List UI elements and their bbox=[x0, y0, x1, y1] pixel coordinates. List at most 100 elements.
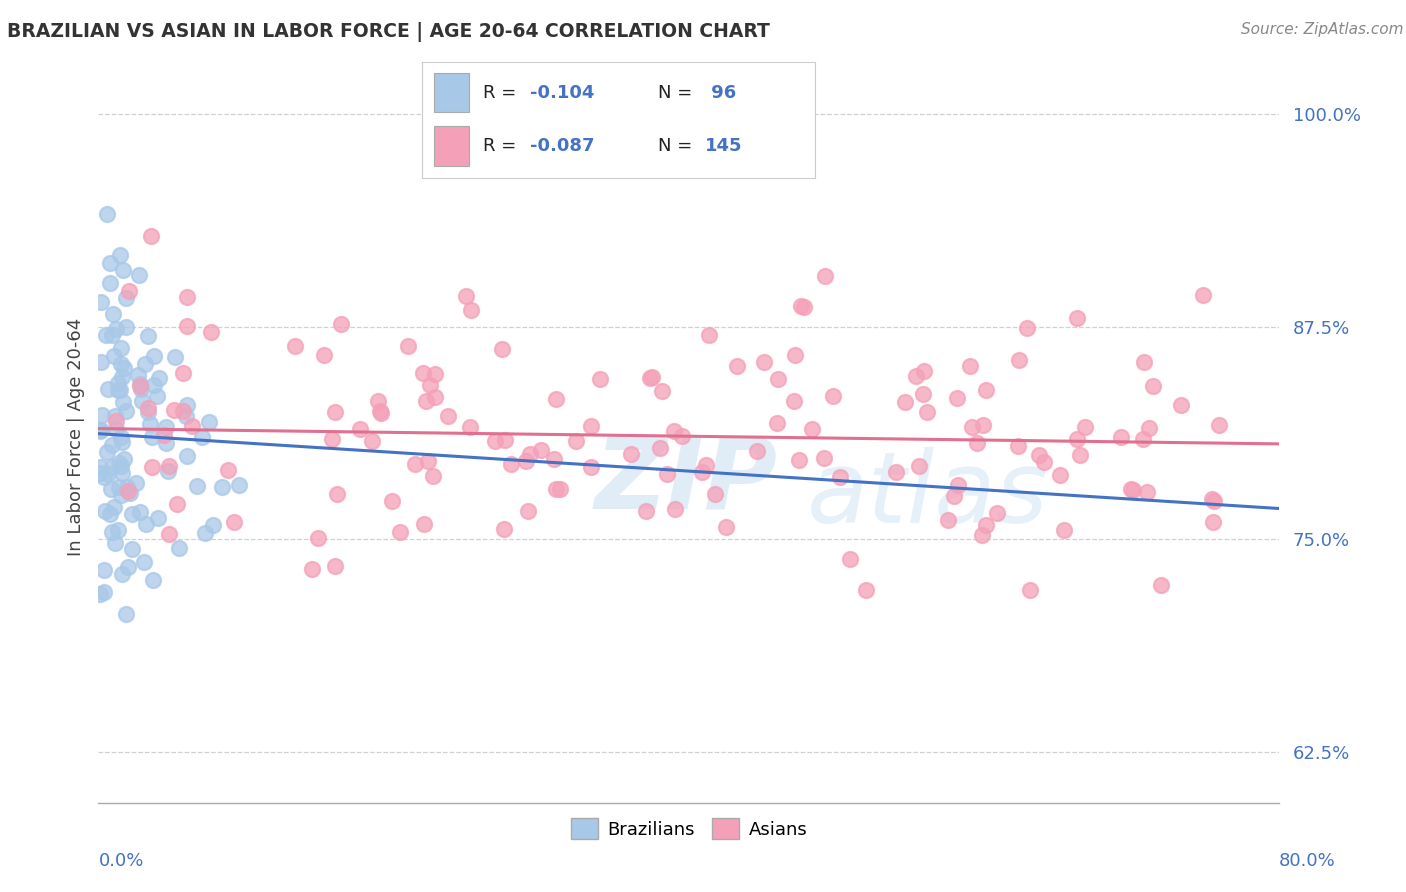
Legend: Brazilians, Asians: Brazilians, Asians bbox=[564, 811, 814, 847]
Point bbox=[515, 454, 537, 468]
Text: -0.087: -0.087 bbox=[530, 137, 595, 155]
Point bbox=[146, 389, 169, 403]
Point bbox=[938, 513, 960, 527]
Point bbox=[323, 558, 346, 573]
Point bbox=[972, 418, 994, 433]
Point bbox=[579, 419, 602, 434]
Point bbox=[828, 469, 851, 483]
Point bbox=[404, 457, 426, 471]
Point bbox=[793, 300, 815, 314]
Point bbox=[458, 420, 481, 434]
Point bbox=[1053, 523, 1076, 537]
Point bbox=[974, 517, 997, 532]
Point bbox=[492, 522, 515, 536]
Point bbox=[1019, 583, 1042, 598]
Point bbox=[790, 299, 813, 313]
Point bbox=[839, 552, 862, 566]
Point bbox=[1132, 355, 1154, 369]
Point bbox=[90, 355, 112, 369]
Point bbox=[589, 372, 612, 386]
Point bbox=[1170, 398, 1192, 412]
Point bbox=[765, 417, 787, 431]
Point bbox=[138, 417, 160, 431]
Point bbox=[491, 343, 513, 357]
Text: Source: ZipAtlas.com: Source: ZipAtlas.com bbox=[1240, 22, 1403, 37]
Point bbox=[200, 325, 222, 339]
Point bbox=[745, 444, 768, 458]
Point bbox=[915, 404, 938, 418]
Point bbox=[1121, 483, 1143, 497]
Point bbox=[361, 434, 384, 448]
Text: 96: 96 bbox=[706, 84, 737, 102]
Point bbox=[89, 466, 111, 480]
Point bbox=[111, 466, 134, 480]
Point bbox=[115, 607, 138, 621]
Point bbox=[202, 518, 225, 533]
Point bbox=[103, 500, 125, 514]
Bar bbox=[433, 73, 470, 112]
Point bbox=[381, 494, 404, 508]
Point bbox=[136, 401, 159, 416]
Point bbox=[544, 392, 567, 407]
Point bbox=[418, 453, 440, 467]
Point bbox=[1201, 492, 1223, 507]
Point bbox=[142, 573, 165, 587]
Point bbox=[97, 467, 120, 481]
Point bbox=[690, 465, 713, 479]
Point bbox=[959, 359, 981, 373]
Point bbox=[388, 525, 411, 540]
Point bbox=[530, 443, 553, 458]
Point bbox=[165, 351, 187, 365]
Point bbox=[90, 294, 112, 309]
Text: 0.0%: 0.0% bbox=[98, 852, 143, 870]
Text: N =: N = bbox=[658, 84, 697, 102]
Point bbox=[703, 487, 725, 501]
Point bbox=[121, 507, 143, 521]
Point bbox=[565, 434, 588, 448]
Point bbox=[104, 322, 127, 336]
Point bbox=[101, 524, 124, 539]
Point bbox=[155, 435, 177, 450]
Point bbox=[176, 290, 198, 304]
Point bbox=[93, 470, 115, 484]
Point bbox=[783, 348, 806, 362]
Point bbox=[986, 506, 1008, 520]
Point bbox=[98, 255, 121, 269]
Point bbox=[1137, 421, 1160, 435]
Point bbox=[970, 527, 993, 541]
Point bbox=[91, 409, 114, 423]
Point bbox=[1015, 321, 1038, 335]
Point bbox=[141, 229, 163, 244]
Point bbox=[105, 422, 128, 436]
Point bbox=[662, 424, 685, 438]
Point bbox=[153, 428, 176, 442]
Point bbox=[1122, 483, 1144, 498]
Point bbox=[155, 419, 177, 434]
Point bbox=[1208, 418, 1230, 433]
Point bbox=[855, 583, 877, 598]
Point bbox=[108, 456, 131, 470]
Point bbox=[1074, 420, 1097, 434]
Point bbox=[114, 404, 136, 418]
Point bbox=[912, 363, 935, 377]
Point bbox=[94, 327, 117, 342]
Point bbox=[1066, 432, 1088, 446]
Point bbox=[89, 587, 111, 601]
Point bbox=[437, 409, 460, 424]
Point bbox=[101, 459, 124, 474]
Point bbox=[129, 383, 152, 397]
Point bbox=[821, 389, 844, 403]
Point bbox=[107, 523, 129, 537]
Point bbox=[89, 460, 111, 475]
Text: R =: R = bbox=[482, 84, 522, 102]
Point bbox=[181, 419, 204, 434]
Point bbox=[228, 478, 250, 492]
Point bbox=[1136, 484, 1159, 499]
Point bbox=[166, 497, 188, 511]
Point bbox=[112, 395, 135, 409]
Point bbox=[966, 436, 988, 450]
Point bbox=[754, 355, 776, 369]
Point bbox=[143, 378, 166, 392]
Point bbox=[127, 368, 149, 383]
Point bbox=[110, 248, 132, 262]
